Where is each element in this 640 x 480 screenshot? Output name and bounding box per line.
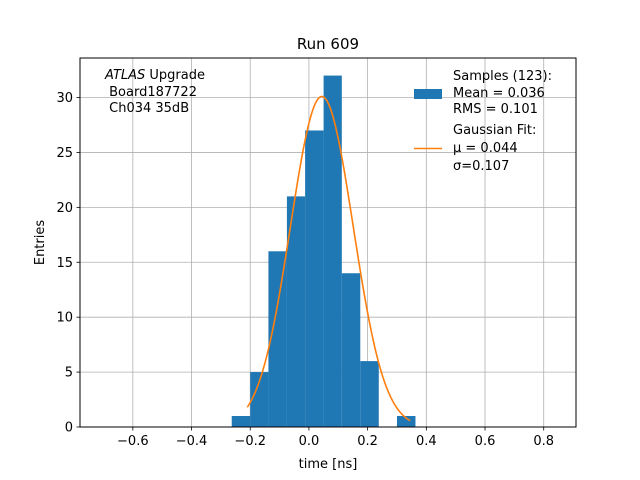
legend-samples-text: Samples (123):	[453, 69, 552, 84]
x-tick-label: 0.6	[475, 434, 496, 449]
x-tick-label: −0.6	[117, 434, 149, 449]
chart-title: Run 609	[297, 35, 359, 53]
x-axis-ticks: −0.6 −0.4 −0.2 0.0 0.2 0.4 0.6 0.8	[117, 427, 554, 449]
y-tick-label: 25	[56, 146, 73, 161]
y-tick-label: 5	[65, 366, 73, 381]
y-tick-label: 15	[56, 256, 73, 271]
annotation-atlas: ATLAS	[104, 68, 145, 83]
x-tick-label: 0.4	[416, 434, 437, 449]
legend-fit-text: σ=0.107	[453, 159, 509, 174]
legend: Samples (123): Mean = 0.036 RMS = 0.101 G…	[414, 69, 552, 174]
y-tick-label: 0	[65, 421, 73, 436]
annotation-text: ATLAS Upgrade Board187722 Ch034 35dB	[104, 68, 205, 116]
histogram-bar	[323, 75, 342, 428]
histogram-bar	[305, 130, 324, 427]
y-axis-ticks: 0 5 10 15 20 25 30	[56, 91, 80, 436]
gaussian-fit	[246, 95, 411, 422]
y-tick-label: 10	[56, 311, 73, 326]
histogram-bar	[396, 416, 416, 427]
annotation-line3: Ch034 35dB	[105, 101, 189, 116]
plot-frame	[79, 57, 577, 428]
legend-samples-text: Mean = 0.036	[453, 86, 545, 101]
x-tick-label: 0.2	[357, 434, 378, 449]
histogram-bar	[231, 416, 251, 427]
legend-samples-swatch	[414, 89, 442, 99]
histogram-bar	[341, 273, 361, 427]
y-tick-label: 20	[56, 201, 73, 216]
gaussian-fit-line	[246, 95, 411, 422]
x-axis-label: time [ns]	[299, 457, 358, 472]
x-tick-label: −0.4	[176, 434, 208, 449]
annotation-upgrade: Upgrade	[145, 68, 205, 83]
histogram-bars	[231, 75, 416, 428]
legend-fit-text: Gaussian Fit:	[453, 123, 536, 138]
histogram-bar	[250, 372, 269, 427]
x-tick-label: 0.0	[299, 434, 320, 449]
x-tick-label: −0.2	[234, 434, 266, 449]
annotation-line2: Board187722	[105, 85, 197, 100]
histogram-bar	[286, 196, 306, 427]
y-axis-label: Entries	[33, 220, 48, 266]
y-tick-label: 30	[56, 91, 73, 106]
annotation-line1: ATLAS Upgrade	[104, 68, 205, 83]
histogram-bar	[360, 361, 379, 427]
legend-fit-text: μ = 0.044	[453, 141, 518, 156]
legend-samples-text: RMS = 0.101	[453, 102, 538, 117]
histogram-bar	[268, 251, 287, 427]
x-tick-label: 0.8	[533, 434, 554, 449]
